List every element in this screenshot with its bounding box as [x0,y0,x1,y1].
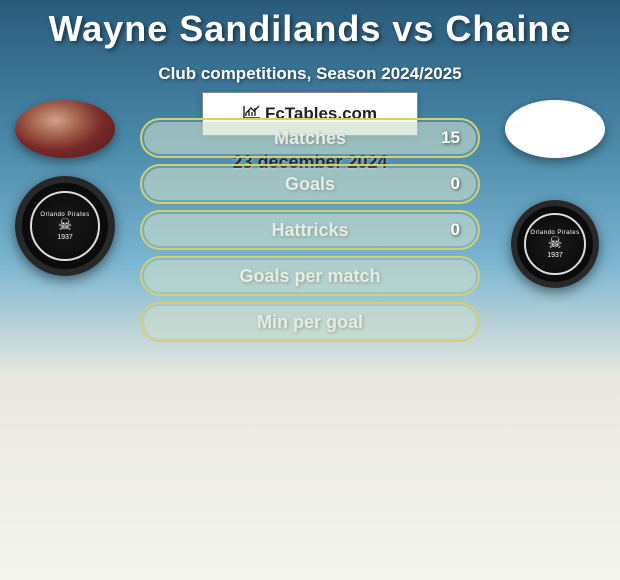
stat-fill [144,306,476,338]
badge-year: 1937 [57,234,73,241]
stat-row: Goals per match [140,256,480,296]
left-badge-inner: Orlando Pirates ☠ 1937 [30,191,100,261]
stats-container: Matches15 Goals0 Hattricks0 Goals per match… [140,118,480,348]
subtitle: Club competitions, Season 2024/2025 [0,64,620,84]
stat-fill [144,122,476,154]
badge-year: 1937 [547,252,563,259]
stat-value-right: 0 [451,174,460,194]
stat-row: Matches15 [140,118,480,158]
stat-row: Hattricks0 [140,210,480,250]
stat-row: Goals0 [140,164,480,204]
page-title: Wayne Sandilands vs Chaine [0,0,620,50]
right-player-column: Orlando Pirates ☠ 1937 [490,100,620,288]
left-player-photo [15,100,115,158]
stat-fill [144,168,476,200]
stat-row: Min per goal [140,302,480,342]
stat-fill [144,260,476,292]
stat-value-right: 15 [441,128,460,148]
left-club-badge: Orlando Pirates ☠ 1937 [15,176,115,276]
right-player-photo [505,100,605,158]
stat-value-right: 0 [451,220,460,240]
skull-icon: ☠ [58,218,72,234]
right-club-badge: Orlando Pirates ☠ 1937 [511,200,599,288]
left-player-column: Orlando Pirates ☠ 1937 [0,100,130,276]
right-badge-inner: Orlando Pirates ☠ 1937 [524,213,586,275]
stat-fill [144,214,476,246]
skull-icon: ☠ [548,236,562,252]
